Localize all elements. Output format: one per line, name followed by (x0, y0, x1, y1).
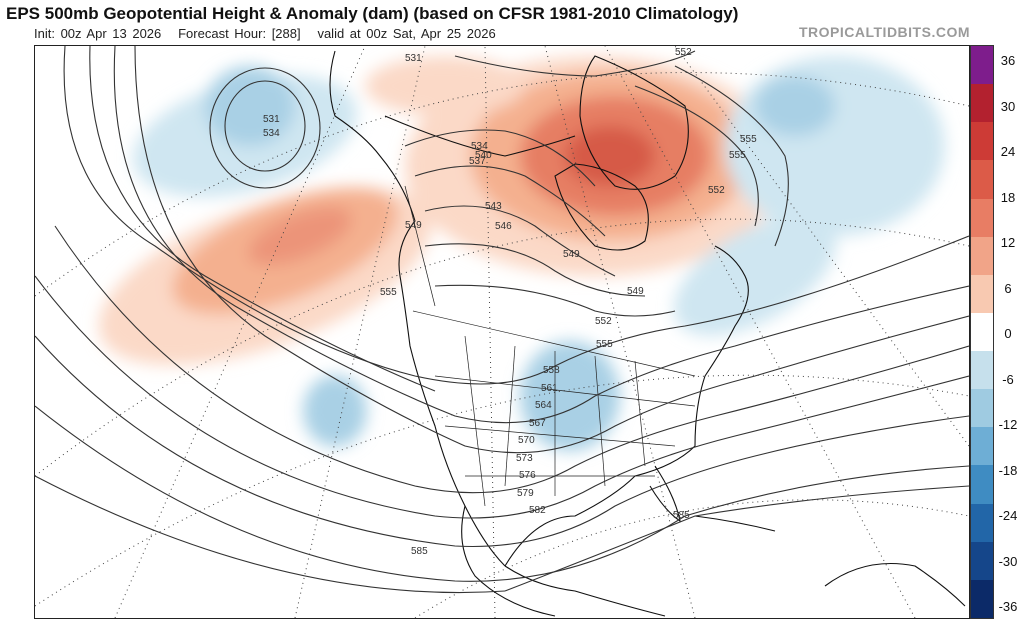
map-title: EPS 500mb Geopotential Height & Anomaly … (6, 4, 739, 23)
contour-label: 573 (516, 453, 533, 464)
political-borders (404, 185, 696, 507)
colorbar-swatch (971, 198, 993, 238)
colorbar-swatch (971, 541, 993, 581)
colorbar-swatch (971, 579, 993, 619)
colorbar-label: 30 (1000, 98, 1016, 114)
colorbar-label: -12 (998, 417, 1018, 432)
colorbar-label: 24 (1000, 144, 1016, 159)
contour-label: 579 (517, 488, 534, 499)
neg-anomaly-central-us (520, 341, 620, 451)
contour-label: 537 (469, 156, 486, 167)
colorbar-label: -30 (998, 553, 1018, 569)
contour-label: 534 (471, 141, 488, 152)
colorbar-swatch (971, 160, 993, 200)
map-canvas: 531 534 531 552 555 555 552 549 549 555 … (35, 46, 969, 618)
colorbar-label: 0 (1004, 326, 1012, 341)
colorbar-swatch (971, 122, 993, 161)
colorbar-swatch (971, 312, 993, 352)
colorbar-swatch (971, 465, 993, 505)
colorbar-swatch (971, 236, 993, 276)
run-info: Init: 00z Apr 13 2026 Forecast Hour: [28… (34, 26, 496, 41)
colorbar-label: -18 (998, 462, 1018, 478)
colorbar-swatch (971, 427, 993, 466)
colorbar-label: -6 (1002, 371, 1014, 387)
contour-label: 552 (675, 47, 692, 58)
contour-label: 555 (596, 339, 613, 350)
contour-label: 549 (405, 220, 422, 231)
contour-label: 540 (475, 150, 492, 161)
colorbar-swatch (971, 351, 993, 390)
contour-label: 567 (529, 418, 546, 429)
colorbar-swatch (971, 46, 993, 85)
contour-labels: 531 534 531 552 555 555 552 549 549 555 … (263, 47, 757, 557)
contour-label: 555 (380, 287, 397, 298)
site-watermark: TROPICALTIDBITS.COM (798, 24, 970, 40)
contour-label: 552 (595, 316, 612, 327)
anomaly-colorbar (970, 45, 994, 619)
contour-label: 531 (405, 53, 422, 64)
contour-label: 543 (485, 201, 502, 212)
colorbar-swatch (971, 84, 993, 123)
contour-label: 549 (627, 286, 644, 297)
contour-label: 555 (729, 150, 746, 161)
contour-label: 558 (543, 365, 560, 376)
height-contours (35, 46, 969, 594)
contour-label: 576 (519, 470, 536, 481)
colorbar-label: 6 (1004, 280, 1012, 296)
contour-label: 552 (708, 185, 725, 196)
colorbar-swatch (971, 503, 993, 543)
contour-label: 564 (535, 400, 552, 411)
neg-anomaly-california (303, 375, 367, 447)
contour-label: 570 (518, 435, 535, 446)
valid-time: valid at 00z Sat, Apr 25 2026 (317, 26, 496, 41)
lat-lon-grid (35, 46, 969, 618)
contour-label: 555 (740, 134, 757, 145)
contour-label: 585 (673, 510, 690, 521)
colorbar-swatch (971, 389, 993, 428)
colorbar-label: 36 (1000, 53, 1016, 68)
colorbar-label: 18 (1000, 189, 1016, 205)
colorbar-label: 12 (1000, 235, 1016, 250)
contour-label: 531 (263, 114, 280, 125)
contour-label: 546 (495, 221, 512, 232)
colorbar-label: -24 (998, 508, 1018, 523)
colorbar-label: -36 (998, 599, 1018, 614)
contour-label: 561 (541, 383, 558, 394)
contour-label: 585 (411, 546, 428, 557)
init-time: Init: 00z Apr 13 2026 (34, 26, 162, 41)
contour-label: 534 (263, 128, 280, 139)
contour-label: 582 (529, 505, 546, 516)
contour-label: 549 (563, 249, 580, 260)
forecast-hour: Forecast Hour: [288] (178, 26, 301, 41)
colorbar-swatch (971, 274, 993, 314)
anomaly-shading (98, 56, 945, 451)
map-panel[interactable]: 531 534 531 552 555 555 552 549 549 555 … (34, 45, 970, 619)
